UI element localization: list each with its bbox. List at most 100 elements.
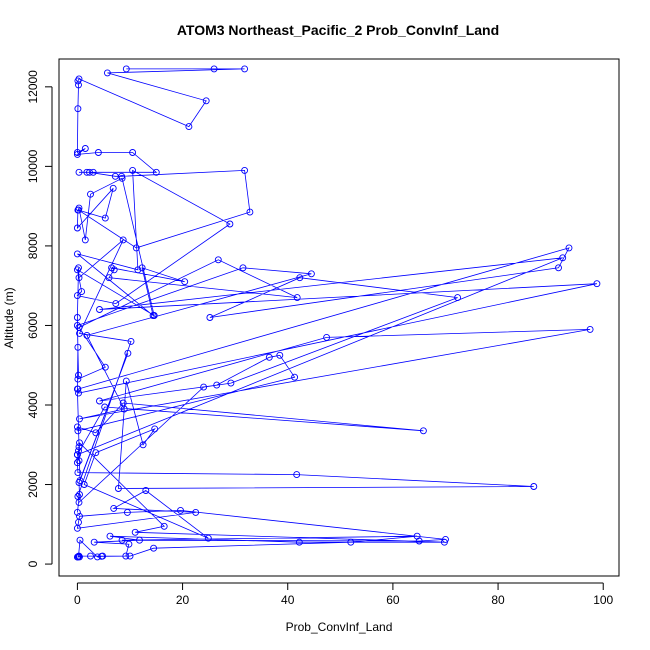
data-point	[129, 166, 137, 174]
data-point	[214, 256, 222, 264]
chart-title: ATOM3 Northeast_Pacific_2 Prob_ConvInf_L…	[177, 22, 499, 38]
data-point	[593, 280, 601, 288]
x-tick-label: 20	[176, 593, 190, 607]
data-point	[152, 168, 160, 176]
data-point	[75, 168, 83, 176]
data-point	[241, 166, 249, 174]
data-point	[96, 397, 103, 405]
data-point	[105, 274, 113, 282]
data-point	[73, 459, 81, 467]
plot-frame	[58, 58, 620, 577]
data-point	[227, 379, 235, 387]
data-point	[122, 65, 130, 73]
data-point	[76, 329, 83, 337]
data-point	[73, 224, 81, 232]
data-point	[206, 314, 214, 321]
data-point	[239, 264, 247, 272]
data-point	[139, 441, 147, 449]
data-point	[93, 553, 101, 561]
data-point	[119, 236, 127, 244]
x-tick-label: 40	[281, 593, 295, 607]
data-point	[114, 485, 122, 492]
data-point	[413, 532, 421, 540]
data-point	[293, 471, 301, 479]
data-point	[87, 552, 94, 560]
data-point	[92, 449, 100, 457]
data-point	[530, 483, 538, 490]
data-point	[74, 343, 82, 351]
data-point	[181, 278, 189, 286]
data-point	[124, 349, 132, 357]
data-point	[454, 294, 462, 302]
data-point	[347, 538, 355, 546]
x-tick-label: 60	[386, 593, 400, 607]
data-point	[204, 534, 212, 542]
data-point	[151, 425, 159, 433]
x-axis: 0 20 40 60 80 100	[74, 582, 614, 607]
y-axis: 0 2000 4000 6000 8000 10000 12000	[26, 70, 53, 567]
data-point	[110, 504, 118, 512]
data-point	[101, 363, 109, 371]
data-point	[106, 532, 114, 540]
data-point	[440, 538, 448, 546]
data-point	[565, 244, 573, 252]
series-layer	[73, 65, 601, 561]
data-point	[92, 429, 100, 437]
data-point	[200, 383, 208, 391]
data-point	[586, 325, 594, 333]
data-point	[127, 337, 135, 345]
data-point	[142, 487, 150, 494]
data-point	[83, 168, 91, 176]
data-point	[73, 451, 81, 459]
data-point	[291, 373, 299, 381]
data-point	[555, 264, 562, 272]
data-point	[112, 300, 120, 308]
data-point	[126, 552, 134, 560]
data-point	[90, 538, 98, 546]
data-point	[419, 427, 427, 435]
y-tick-label: 12000	[26, 70, 40, 104]
data-point	[73, 292, 81, 300]
x-axis-label: Prob_ConvInf_Land	[286, 620, 393, 634]
data-point	[96, 306, 103, 313]
data-point	[75, 204, 83, 212]
y-tick-label: 2000	[26, 471, 40, 498]
data-point	[136, 536, 143, 544]
data-point	[293, 294, 301, 302]
data-point	[185, 123, 193, 131]
data-point	[75, 264, 82, 272]
data-point	[81, 236, 89, 244]
data-point	[122, 552, 130, 560]
data-point	[129, 149, 137, 156]
data-point	[73, 150, 81, 158]
data-point	[134, 266, 142, 274]
data-point	[131, 528, 139, 536]
data-point	[323, 333, 331, 341]
data-point	[160, 522, 168, 530]
data-point	[74, 105, 82, 113]
data-point	[132, 244, 140, 252]
data-point	[73, 423, 81, 431]
x-tick-label: 0	[74, 593, 81, 607]
data-point	[122, 377, 130, 385]
data-point	[101, 214, 109, 222]
data-point	[210, 65, 218, 73]
data-point	[103, 69, 111, 77]
data-point	[213, 381, 221, 389]
data-point	[138, 264, 146, 272]
data-point	[109, 184, 117, 192]
data-point	[81, 145, 89, 152]
y-axis-label: Altitude (m)	[2, 287, 16, 348]
data-point	[74, 77, 82, 85]
y-tick-label: 4000	[26, 391, 40, 418]
data-point	[177, 506, 184, 514]
data-point	[75, 443, 83, 451]
data-point	[125, 540, 133, 548]
data-point	[192, 508, 200, 516]
data-point	[276, 351, 284, 359]
data-point	[75, 552, 82, 560]
data-point	[73, 250, 81, 258]
data-point	[73, 322, 81, 329]
data-point	[265, 353, 273, 361]
data-point	[86, 168, 93, 176]
